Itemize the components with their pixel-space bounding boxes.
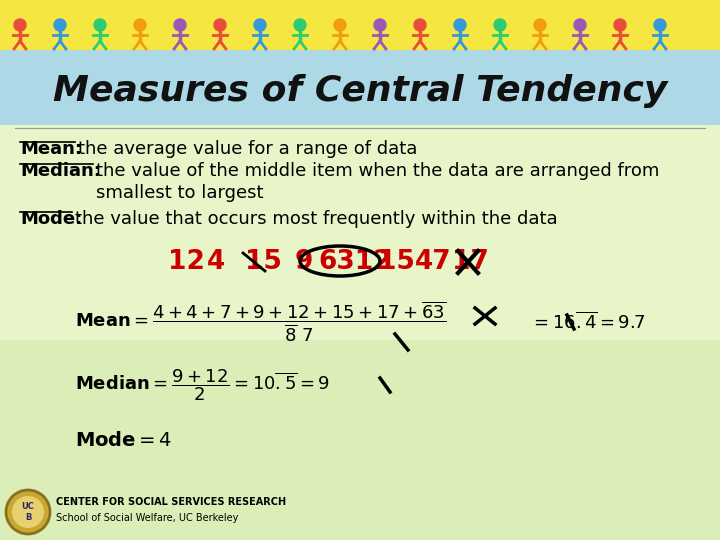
Circle shape: [54, 19, 66, 31]
Circle shape: [374, 19, 386, 31]
Circle shape: [134, 19, 146, 31]
Text: 6312: 6312: [318, 249, 392, 275]
Circle shape: [654, 19, 666, 31]
Text: CENTER FOR SOCIAL SERVICES RESEARCH: CENTER FOR SOCIAL SERVICES RESEARCH: [56, 497, 286, 507]
Circle shape: [414, 19, 426, 31]
Text: Median:: Median:: [20, 162, 101, 180]
Circle shape: [6, 490, 50, 534]
Circle shape: [214, 19, 226, 31]
Text: $= 16\overline{.4} = 9.7$: $= 16\overline{.4} = 9.7$: [530, 311, 646, 333]
Text: smallest to largest: smallest to largest: [96, 184, 264, 202]
Circle shape: [12, 496, 44, 528]
Text: the value that occurs most frequently within the data: the value that occurs most frequently wi…: [75, 210, 557, 228]
Circle shape: [294, 19, 306, 31]
Text: $\mathbf{Median} = \dfrac{9+12}{2} = 10\overline{.5} = 9$: $\mathbf{Median} = \dfrac{9+12}{2} = 10\…: [75, 367, 330, 403]
Circle shape: [94, 19, 106, 31]
Text: 4: 4: [207, 249, 225, 275]
Circle shape: [494, 19, 506, 31]
Text: School of Social Welfare, UC Berkeley: School of Social Welfare, UC Berkeley: [56, 513, 238, 523]
Text: $\mathbf{Mode} = 4$: $\mathbf{Mode} = 4$: [75, 430, 172, 449]
Text: the value of the middle item when the data are arranged from: the value of the middle item when the da…: [96, 162, 660, 180]
Text: the average value for a range of data: the average value for a range of data: [78, 140, 418, 158]
Circle shape: [574, 19, 586, 31]
Text: Mode:: Mode:: [20, 210, 82, 228]
FancyBboxPatch shape: [0, 340, 720, 540]
Circle shape: [454, 19, 466, 31]
Circle shape: [334, 19, 346, 31]
Circle shape: [14, 19, 26, 31]
Circle shape: [254, 19, 266, 31]
Circle shape: [174, 19, 186, 31]
FancyBboxPatch shape: [0, 125, 720, 540]
Text: 15: 15: [378, 249, 415, 275]
Text: UC
B: UC B: [22, 502, 35, 522]
Text: 47: 47: [415, 249, 451, 275]
Text: $\mathbf{Mean} = \dfrac{4+4+7+9+12+15+17+\overline{63}}{\overline{8}\ 7}$: $\mathbf{Mean} = \dfrac{4+4+7+9+12+15+17…: [75, 300, 446, 345]
Circle shape: [614, 19, 626, 31]
Text: 15: 15: [245, 249, 282, 275]
Text: 9: 9: [295, 249, 313, 275]
FancyBboxPatch shape: [0, 0, 720, 50]
Text: 12: 12: [168, 249, 205, 275]
FancyBboxPatch shape: [0, 0, 720, 130]
Text: 17: 17: [452, 249, 489, 275]
Text: Mean:: Mean:: [20, 140, 82, 158]
Circle shape: [534, 19, 546, 31]
Text: Measures of Central Tendency: Measures of Central Tendency: [53, 74, 667, 108]
